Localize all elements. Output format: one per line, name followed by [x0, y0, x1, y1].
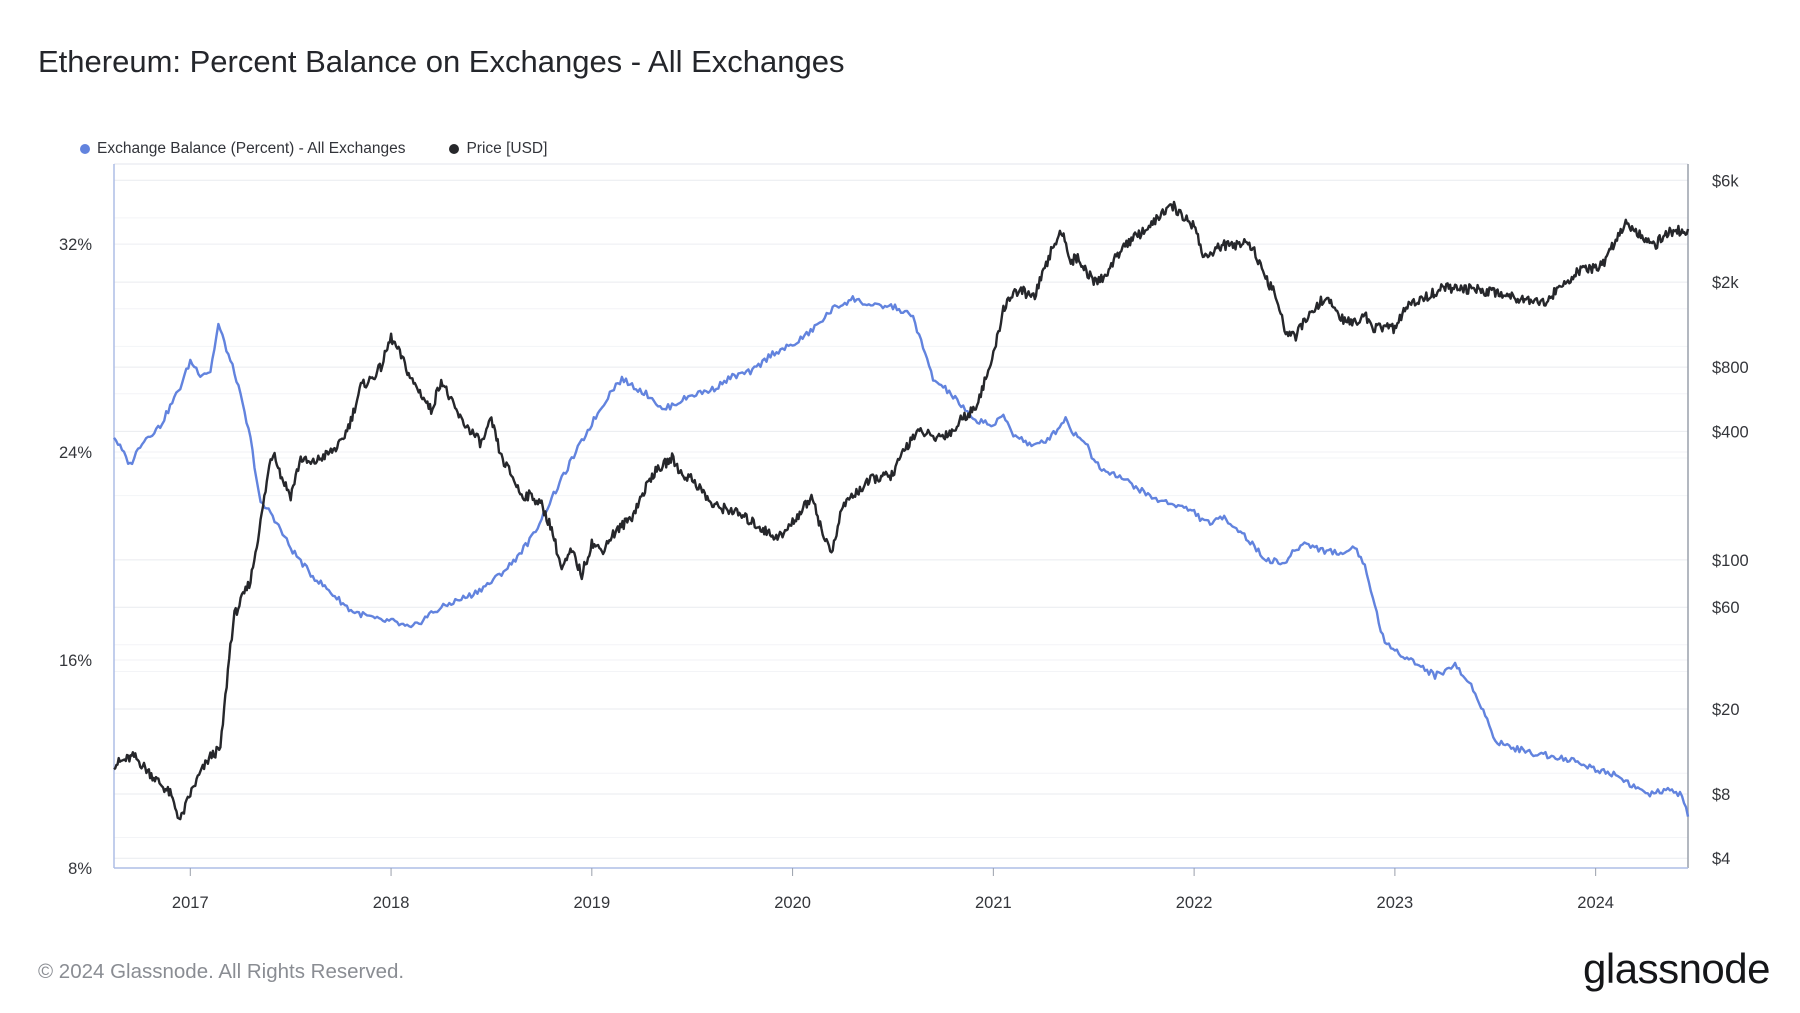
legend-label-balance: Exchange Balance (Percent) - All Exchang…: [97, 140, 406, 157]
left-y-axis: 32% 24% 16% 8%: [59, 236, 92, 878]
right-tick-label: $8: [1712, 786, 1730, 804]
right-tick-label: $4: [1712, 850, 1730, 868]
legend-dot-balance-icon: [80, 144, 90, 154]
right-tick-label: $800: [1712, 359, 1749, 377]
left-tick-label: 32%: [59, 236, 92, 254]
x-tick-label: 2020: [774, 894, 811, 912]
right-tick-label: $6k: [1712, 172, 1739, 190]
right-tick-label: $20: [1712, 701, 1740, 719]
series-line-price: [113, 200, 1690, 821]
right-tick-label: $100: [1712, 552, 1749, 570]
chart-area[interactable]: 32% 24% 16% 8% $6k $2k $800 $400 $100 $60 $20 $8 $4…: [0, 0, 1800, 940]
x-tick-label: 2022: [1176, 894, 1213, 912]
plot-frame: [113, 163, 1689, 869]
left-tick-label: 24%: [59, 444, 92, 462]
x-tick-label: 2018: [373, 894, 410, 912]
glassnode-logo[interactable]: glassnode: [1583, 945, 1770, 992]
x-tick-label: 2019: [573, 894, 610, 912]
x-axis: 2017 2018 2019 2020 2021 2022 2023 2024: [172, 868, 1614, 912]
x-tick-label: 2017: [172, 894, 209, 912]
left-tick-label: 16%: [59, 652, 92, 670]
right-tick-label: $2k: [1712, 274, 1739, 292]
series-lines: [113, 200, 1690, 821]
legend-item-price[interactable]: Price [USD]: [449, 140, 547, 158]
left-tick-label: 8%: [68, 860, 92, 878]
legend-item-balance[interactable]: Exchange Balance (Percent) - All Exchang…: [80, 140, 405, 158]
right-y-axis: $6k $2k $800 $400 $100 $60 $20 $8 $4: [1712, 172, 1749, 868]
legend: Exchange Balance (Percent) - All Exchang…: [80, 140, 547, 158]
grid-lines: [114, 179, 1688, 869]
legend-dot-price-icon: [449, 144, 460, 154]
right-tick-label: $400: [1712, 423, 1749, 441]
x-tick-label: 2021: [975, 894, 1012, 912]
x-tick-label: 2024: [1577, 894, 1614, 912]
chart-title: Ethereum: Percent Balance on Exchanges -…: [38, 44, 845, 79]
copyright-text: © 2024 Glassnode. All Rights Reserved.: [38, 960, 405, 983]
legend-label-price: Price [USD]: [466, 140, 548, 157]
series-line-balance: [113, 295, 1690, 817]
right-tick-label: $60: [1712, 599, 1740, 617]
x-tick-label: 2023: [1377, 894, 1414, 912]
